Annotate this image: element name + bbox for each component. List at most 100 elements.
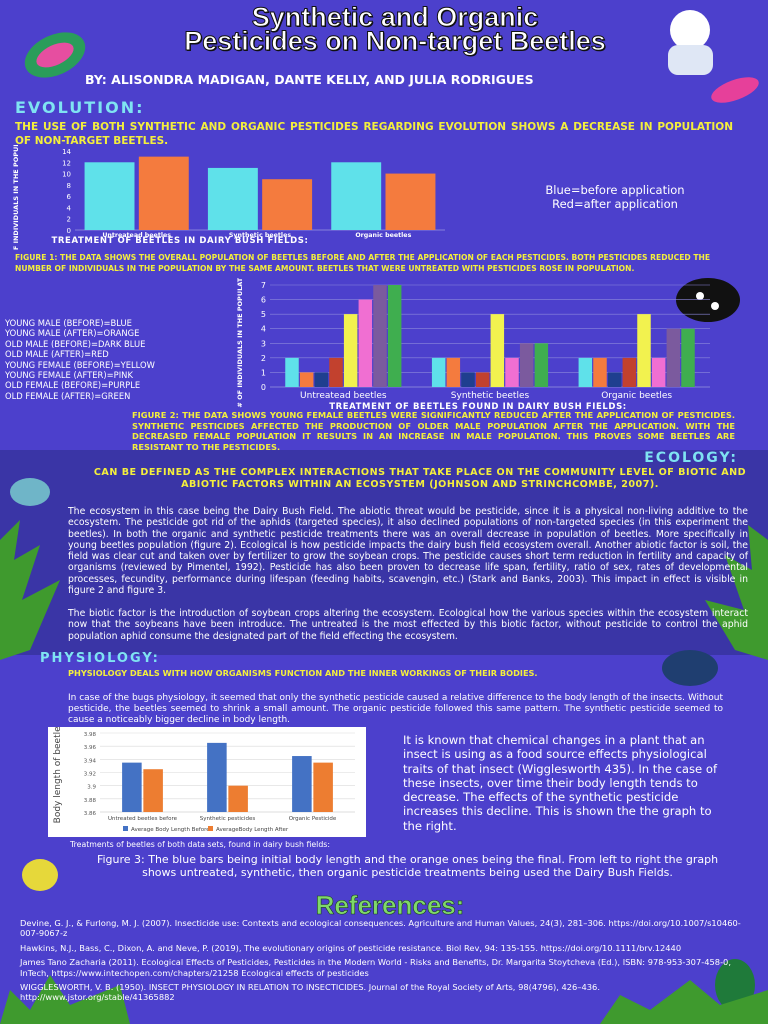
x-tick-label: Untreatead beetles bbox=[300, 391, 387, 401]
bar bbox=[607, 372, 622, 387]
y-axis-title: Body length of beetles bbox=[53, 727, 63, 823]
bar bbox=[666, 328, 681, 387]
figure-1: 0 2 4 6 8 10 12 14 Untreatead beetles Synthetic b… bbox=[12, 145, 445, 250]
x-tick-label: Untreatead beetles bbox=[102, 232, 171, 239]
bar bbox=[143, 769, 163, 812]
legend-entry: YOUNG MALE (BEFORE)=BLUE bbox=[5, 318, 132, 328]
section-heading: ECOLOGY: bbox=[644, 450, 738, 466]
beetle-icon bbox=[711, 77, 759, 103]
x-tick-label: Organic beetles bbox=[601, 391, 672, 401]
beetle-spots bbox=[711, 302, 719, 310]
x-tick-label: Synthetic beetles bbox=[451, 391, 530, 401]
y-tick-label: 7 bbox=[261, 281, 266, 290]
y-tick-label: 3.86 bbox=[84, 811, 97, 817]
bar bbox=[622, 357, 637, 387]
legend-entry: Red=after application bbox=[552, 197, 678, 211]
section-definition: PHYSIOLOGY DEALS WITH HOW ORGANISMS FUNC… bbox=[68, 668, 538, 678]
y-tick-label: 2 bbox=[67, 216, 71, 224]
section-heading: EVOLUTION: bbox=[15, 98, 145, 117]
y-tick-label: 3.98 bbox=[84, 732, 97, 738]
legend: YOUNG MALE (BEFORE)=BLUE YOUNG MALE (AFT… bbox=[5, 318, 155, 401]
authors: BY: ALISONDRA MADIGAN, DANTE KELLY, AND … bbox=[85, 72, 534, 87]
title: Synthetic and Organic bbox=[251, 2, 539, 32]
bar bbox=[207, 742, 227, 812]
bar bbox=[299, 372, 314, 387]
figure-2: 0 1 2 3 4 5 6 7 Untreatead beetles Synthetic beet… bbox=[236, 278, 710, 412]
legend-entry: YOUNG MALE (AFTER)=ORANGE bbox=[5, 328, 140, 339]
bar bbox=[314, 372, 329, 387]
x-axis-title: TREATMENT OF BEETLES IN DAIRY BUSH FIELD… bbox=[52, 236, 309, 246]
figure-note: Treatments of beetles of both data sets,… bbox=[70, 840, 330, 849]
legend-entry: OLD MALE (AFTER)=RED bbox=[5, 349, 109, 360]
bar bbox=[285, 357, 299, 387]
y-tick-label: 6 bbox=[67, 193, 72, 201]
figure-icon bbox=[668, 45, 713, 75]
y-tick-label: 3.9 bbox=[87, 785, 96, 791]
y-tick-label: 5 bbox=[261, 310, 266, 319]
bar bbox=[519, 343, 534, 387]
x-tick-label: Synthetic beetles bbox=[229, 232, 291, 239]
x-tick-label: Untreated beetles before bbox=[108, 816, 178, 822]
legend-entry: Blue=before application bbox=[545, 183, 685, 197]
grass bbox=[0, 520, 60, 660]
bar bbox=[84, 162, 135, 230]
y-tick-label: 3 bbox=[261, 339, 266, 348]
grass bbox=[705, 525, 768, 660]
figure-icon bbox=[670, 10, 710, 50]
bar bbox=[593, 357, 607, 387]
beetle-icon bbox=[22, 859, 58, 891]
legend-entry: OLD FEMALE (BEFORE)=PURPLE bbox=[5, 380, 141, 391]
bar bbox=[343, 314, 358, 387]
bar bbox=[475, 372, 490, 387]
y-tick-label: 2 bbox=[261, 354, 266, 363]
section-text: THE USE OF BOTH SYNTHETIC AND ORGANIC PE… bbox=[15, 121, 733, 147]
caption: Figure 3: The blue bars being initial bo… bbox=[96, 853, 719, 879]
y-tick-label: 6 bbox=[261, 296, 266, 305]
bar bbox=[431, 357, 446, 387]
grass bbox=[0, 975, 130, 1024]
y-tick-label: 10 bbox=[62, 171, 71, 179]
bar bbox=[534, 343, 549, 387]
y-tick-label: 0 bbox=[67, 227, 71, 235]
bar bbox=[385, 173, 436, 230]
bar bbox=[358, 299, 373, 387]
bar bbox=[207, 167, 258, 230]
legend-entry: YOUNG FEMALE (BEFORE)=YELLOW bbox=[5, 359, 155, 370]
x-axis-title: TREATMENT OF BEETLES FOUND IN DAIRY BUSH… bbox=[329, 402, 627, 412]
y-tick-label: 8 bbox=[67, 182, 71, 190]
y-tick-label: 3.92 bbox=[84, 772, 96, 778]
bar bbox=[313, 762, 333, 812]
y-tick-label: 0 bbox=[261, 383, 266, 392]
bar bbox=[461, 372, 475, 387]
legend-entry: AverageBody Length After bbox=[216, 827, 289, 833]
bar bbox=[262, 179, 313, 230]
references-heading: References: bbox=[315, 890, 465, 921]
y-tick-label: 4 bbox=[67, 204, 72, 212]
y-tick-label: 12 bbox=[62, 159, 71, 167]
beetle-icon bbox=[676, 278, 740, 322]
grass bbox=[600, 980, 768, 1024]
y-tick-label: 3.94 bbox=[84, 758, 97, 764]
bar bbox=[228, 785, 248, 812]
y-tick-label: 3.96 bbox=[84, 745, 97, 751]
legend: Blue=before application Red=after applic… bbox=[515, 183, 715, 211]
y-tick-label: 3.88 bbox=[84, 798, 97, 804]
bar bbox=[138, 156, 189, 230]
x-tick-label: Organic beetles bbox=[355, 232, 411, 239]
y-tick-label: 14 bbox=[62, 148, 71, 156]
section-text: The biotic factor is the introduction of… bbox=[68, 608, 748, 642]
reference: WIGGLESWORTH, V. B. (1950). INSECT PHYSI… bbox=[20, 982, 600, 1003]
bar bbox=[373, 285, 387, 387]
title: Pesticides on Non-target Beetles bbox=[184, 26, 607, 56]
bar bbox=[446, 357, 461, 387]
section-heading: PHYSIOLOGY: bbox=[40, 651, 160, 666]
bar bbox=[651, 357, 666, 387]
bar bbox=[331, 162, 382, 230]
y-axis-title: # OF INDIVIDUALS IN THE POPULATION bbox=[236, 278, 244, 408]
legend-entry: YOUNG FEMALE (AFTER)=PINK bbox=[5, 370, 133, 381]
references-list: Devine, G. J., & Furlong, M. J. (2007). … bbox=[20, 918, 750, 1003]
legend-swatch bbox=[208, 826, 213, 831]
bar bbox=[505, 357, 519, 387]
bar bbox=[292, 756, 312, 812]
